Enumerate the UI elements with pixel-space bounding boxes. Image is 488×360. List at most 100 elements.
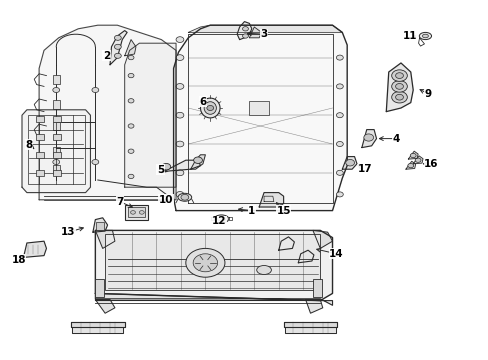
Text: 14: 14: [328, 249, 343, 259]
Text: 15: 15: [276, 206, 290, 216]
Ellipse shape: [242, 27, 248, 31]
Ellipse shape: [114, 53, 121, 58]
Bar: [249, 101, 268, 115]
Text: 8: 8: [26, 140, 33, 150]
Bar: [28, 115, 84, 184]
Ellipse shape: [128, 149, 134, 153]
Ellipse shape: [336, 84, 343, 89]
Ellipse shape: [176, 192, 183, 197]
Ellipse shape: [395, 73, 403, 78]
Bar: [53, 100, 60, 109]
Polygon shape: [312, 230, 332, 248]
Ellipse shape: [414, 158, 420, 162]
Bar: [128, 207, 144, 217]
Ellipse shape: [336, 170, 343, 175]
Polygon shape: [95, 293, 332, 305]
Ellipse shape: [409, 153, 415, 158]
Polygon shape: [188, 25, 342, 32]
Bar: [53, 116, 61, 122]
Text: 2: 2: [103, 51, 110, 61]
Polygon shape: [124, 43, 176, 187]
Bar: [53, 75, 60, 84]
Bar: [53, 170, 61, 176]
Ellipse shape: [128, 174, 134, 179]
Polygon shape: [342, 157, 356, 169]
Ellipse shape: [178, 193, 191, 201]
Text: 12: 12: [211, 216, 226, 226]
Ellipse shape: [422, 34, 427, 38]
Polygon shape: [259, 193, 283, 207]
Ellipse shape: [200, 98, 220, 118]
Text: 13: 13: [61, 227, 76, 237]
Polygon shape: [72, 327, 123, 333]
Polygon shape: [22, 110, 90, 193]
Polygon shape: [412, 156, 422, 164]
Ellipse shape: [139, 211, 144, 214]
Ellipse shape: [114, 35, 121, 40]
Ellipse shape: [206, 105, 213, 111]
Text: 18: 18: [11, 255, 26, 265]
Bar: [53, 134, 61, 140]
Polygon shape: [361, 130, 376, 148]
Polygon shape: [298, 250, 313, 263]
Ellipse shape: [114, 44, 121, 49]
Ellipse shape: [395, 84, 403, 89]
Polygon shape: [407, 151, 417, 159]
Ellipse shape: [336, 192, 343, 197]
Polygon shape: [283, 322, 337, 327]
Ellipse shape: [391, 70, 407, 81]
Ellipse shape: [176, 37, 183, 42]
Polygon shape: [190, 155, 205, 169]
Ellipse shape: [391, 81, 407, 92]
Text: 9: 9: [424, 89, 430, 99]
Ellipse shape: [185, 248, 224, 277]
Ellipse shape: [176, 170, 183, 176]
Polygon shape: [23, 241, 46, 257]
Ellipse shape: [345, 159, 354, 166]
Polygon shape: [173, 25, 346, 211]
Ellipse shape: [193, 157, 202, 163]
Bar: [105, 234, 320, 290]
Polygon shape: [278, 237, 294, 250]
Ellipse shape: [418, 32, 431, 40]
Ellipse shape: [407, 163, 413, 168]
Bar: [36, 134, 43, 140]
Polygon shape: [161, 160, 200, 173]
Polygon shape: [93, 218, 107, 232]
Bar: [124, 205, 148, 220]
Bar: [53, 165, 60, 174]
Ellipse shape: [92, 159, 99, 165]
Polygon shape: [237, 22, 251, 40]
Ellipse shape: [176, 55, 183, 60]
Polygon shape: [71, 322, 124, 327]
Bar: [36, 116, 43, 122]
Ellipse shape: [53, 159, 60, 165]
Bar: [312, 279, 321, 297]
Ellipse shape: [363, 134, 373, 141]
Polygon shape: [110, 31, 127, 65]
Ellipse shape: [53, 87, 60, 93]
Polygon shape: [95, 300, 115, 313]
Text: 16: 16: [423, 159, 438, 169]
Ellipse shape: [130, 211, 135, 214]
Text: 5: 5: [157, 165, 163, 175]
Bar: [36, 170, 43, 176]
Ellipse shape: [128, 55, 134, 60]
Ellipse shape: [193, 254, 217, 272]
Polygon shape: [39, 25, 176, 200]
Ellipse shape: [204, 102, 216, 114]
Ellipse shape: [92, 87, 99, 93]
Ellipse shape: [176, 84, 183, 89]
Ellipse shape: [214, 215, 228, 223]
Text: 7: 7: [116, 197, 123, 207]
Ellipse shape: [336, 141, 343, 147]
Ellipse shape: [176, 141, 183, 147]
Polygon shape: [305, 300, 322, 313]
Polygon shape: [249, 27, 261, 38]
Bar: [96, 222, 103, 230]
Ellipse shape: [391, 91, 407, 103]
Ellipse shape: [242, 34, 248, 38]
Text: 11: 11: [402, 31, 416, 41]
Text: 17: 17: [357, 164, 371, 174]
Polygon shape: [285, 327, 335, 333]
